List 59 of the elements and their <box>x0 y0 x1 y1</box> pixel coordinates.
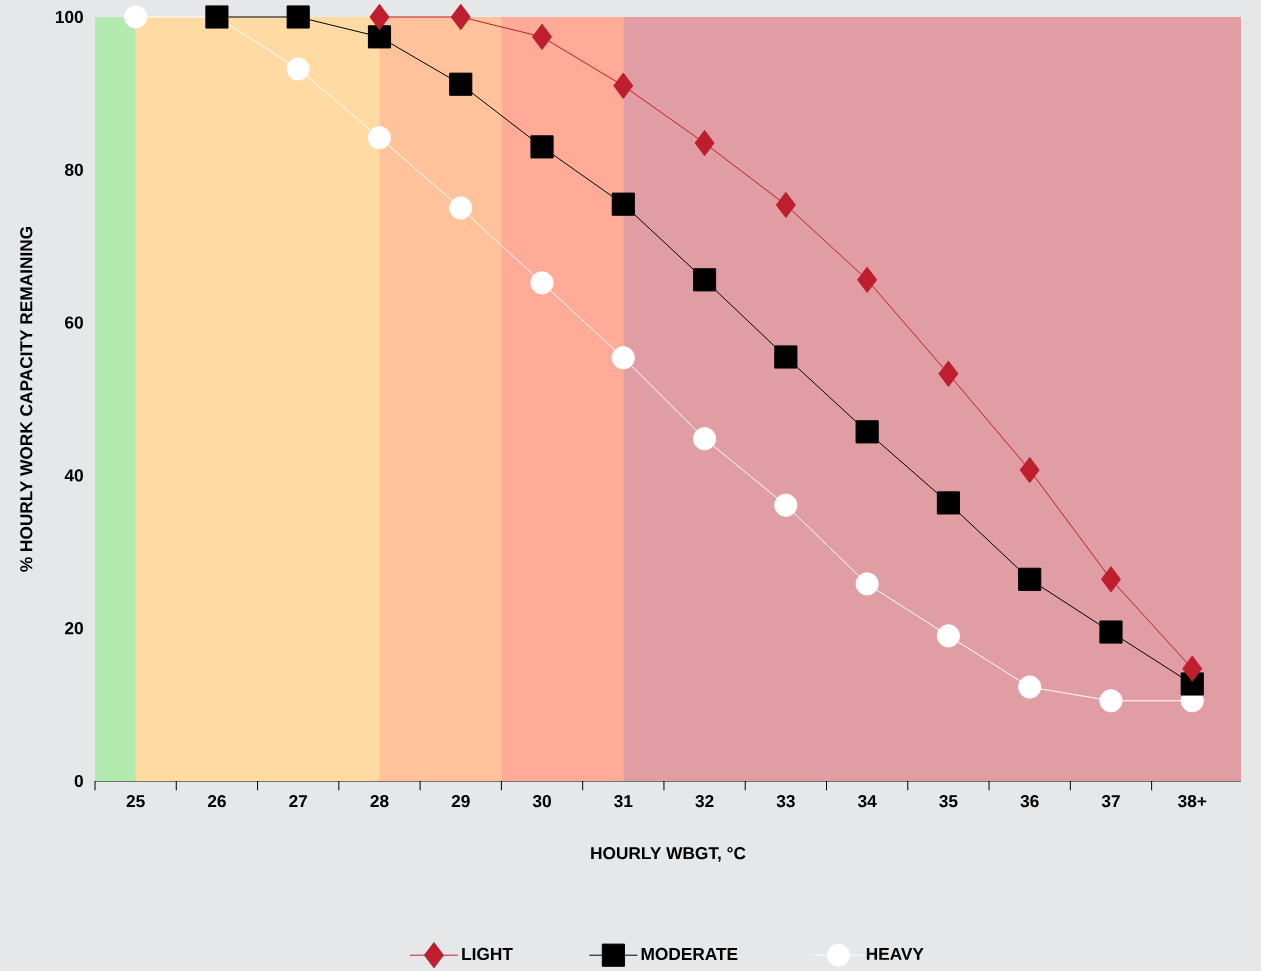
point <box>1099 620 1123 644</box>
point <box>938 360 959 387</box>
point <box>693 427 717 451</box>
point <box>1182 655 1203 682</box>
x-axis-title: HOURLY WBGT, °C <box>591 847 746 862</box>
point <box>613 72 634 99</box>
y-axis-title: % HOURLY WORK CAPACITY REMAINING <box>20 226 33 572</box>
y-tick-label: 80 <box>64 163 83 176</box>
point <box>1018 675 1042 699</box>
point <box>530 271 554 295</box>
x-tick-label: 32 <box>695 795 714 808</box>
point <box>1100 566 1121 593</box>
legend-label: MODERATE <box>641 947 738 961</box>
point <box>857 266 878 293</box>
point <box>124 5 148 29</box>
point <box>450 3 471 31</box>
x-tick-label: 36 <box>1020 795 1039 808</box>
point <box>530 135 554 159</box>
x-tick-label: 35 <box>939 795 958 808</box>
point <box>611 346 635 370</box>
point <box>1019 456 1040 484</box>
x-tick-label: 38+ <box>1178 795 1207 808</box>
point <box>611 192 635 216</box>
point <box>369 3 390 31</box>
x-tick-label: 30 <box>532 795 551 808</box>
x-tick-label: 37 <box>1101 795 1120 808</box>
y-tick-label: 60 <box>65 316 83 329</box>
point <box>693 268 717 292</box>
point <box>694 129 715 157</box>
point <box>774 493 798 517</box>
x-tick-label: 33 <box>776 795 795 808</box>
point <box>367 126 392 150</box>
x-tick-label: 28 <box>370 795 389 808</box>
point <box>367 25 392 49</box>
x-tick-label: 26 <box>207 795 226 808</box>
point <box>855 572 879 596</box>
point <box>1099 689 1123 713</box>
y-tick-label: 0 <box>74 774 83 788</box>
point <box>936 624 960 648</box>
point <box>286 5 310 29</box>
legend-label: LIGHT <box>462 947 513 961</box>
point <box>449 196 473 220</box>
point <box>775 191 796 219</box>
y-tick-label: 40 <box>64 469 83 482</box>
point <box>286 57 310 81</box>
x-tick-label: 25 <box>126 795 145 808</box>
x-tick-label: 34 <box>857 795 877 808</box>
point <box>449 72 473 96</box>
point <box>532 23 553 51</box>
y-tick-label: 100 <box>55 10 83 24</box>
point <box>1018 567 1042 591</box>
x-tick-label: 31 <box>614 795 633 808</box>
point <box>855 420 879 444</box>
point <box>936 491 960 515</box>
y-tick-label: 20 <box>65 622 83 635</box>
legend-label: HEAVY <box>866 947 924 960</box>
x-tick-label: 29 <box>451 795 470 808</box>
point <box>774 345 798 369</box>
x-tick-label: 27 <box>289 795 308 808</box>
